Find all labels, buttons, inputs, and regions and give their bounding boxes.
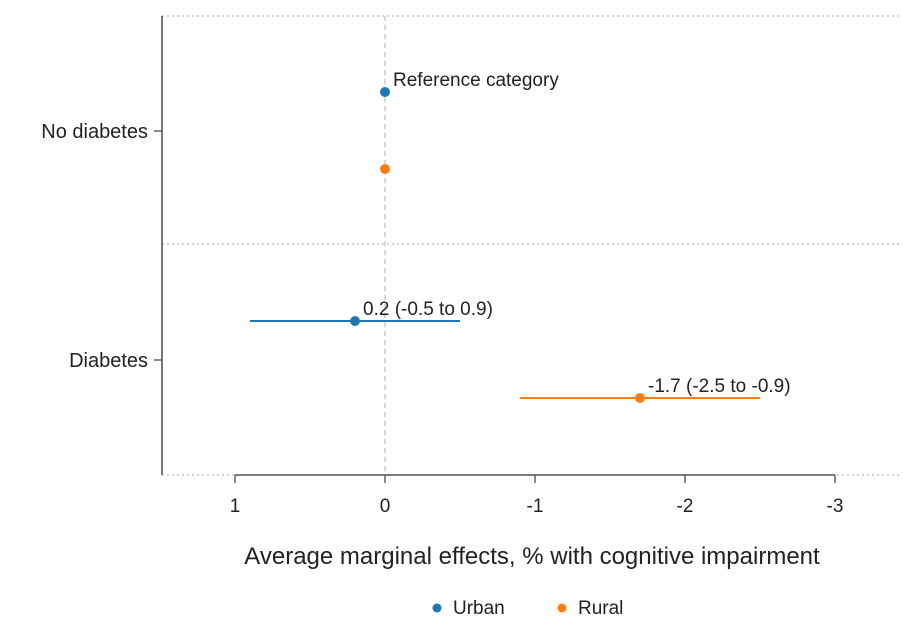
axes-layer: 1 0 -1 -2 -3 No diabetes Diabetes Average margi… — [41, 16, 843, 570]
x-tick-label: -1 — [527, 496, 544, 517]
data-label: Reference category — [393, 70, 559, 91]
point-rural — [380, 164, 390, 174]
point-urban — [380, 87, 390, 97]
data-label: 0.2 (-0.5 to 0.9) — [363, 299, 493, 320]
legend-marker-rural — [557, 603, 567, 613]
legend: Urban Rural — [432, 598, 623, 619]
y-category-label: No diabetes — [41, 121, 148, 143]
labels-layer: Reference category 0.2 (-0.5 to 0.9) -1.7 … — [363, 70, 791, 397]
legend-label: Rural — [578, 598, 623, 619]
legend-marker-urban — [432, 603, 442, 613]
x-tick-label: 0 — [380, 496, 391, 517]
data-label: -1.7 (-2.5 to -0.9) — [648, 376, 791, 397]
y-category-label: Diabetes — [69, 350, 148, 372]
point-rural — [635, 393, 645, 403]
x-tick-label: -3 — [827, 496, 844, 517]
x-axis-title: Average marginal effects, % with cogniti… — [244, 543, 820, 570]
point-urban — [350, 316, 360, 326]
x-tick-label: -2 — [677, 496, 694, 517]
legend-label: Urban — [453, 598, 505, 619]
marks-layer — [250, 87, 760, 403]
x-tick-label: 1 — [230, 496, 241, 517]
